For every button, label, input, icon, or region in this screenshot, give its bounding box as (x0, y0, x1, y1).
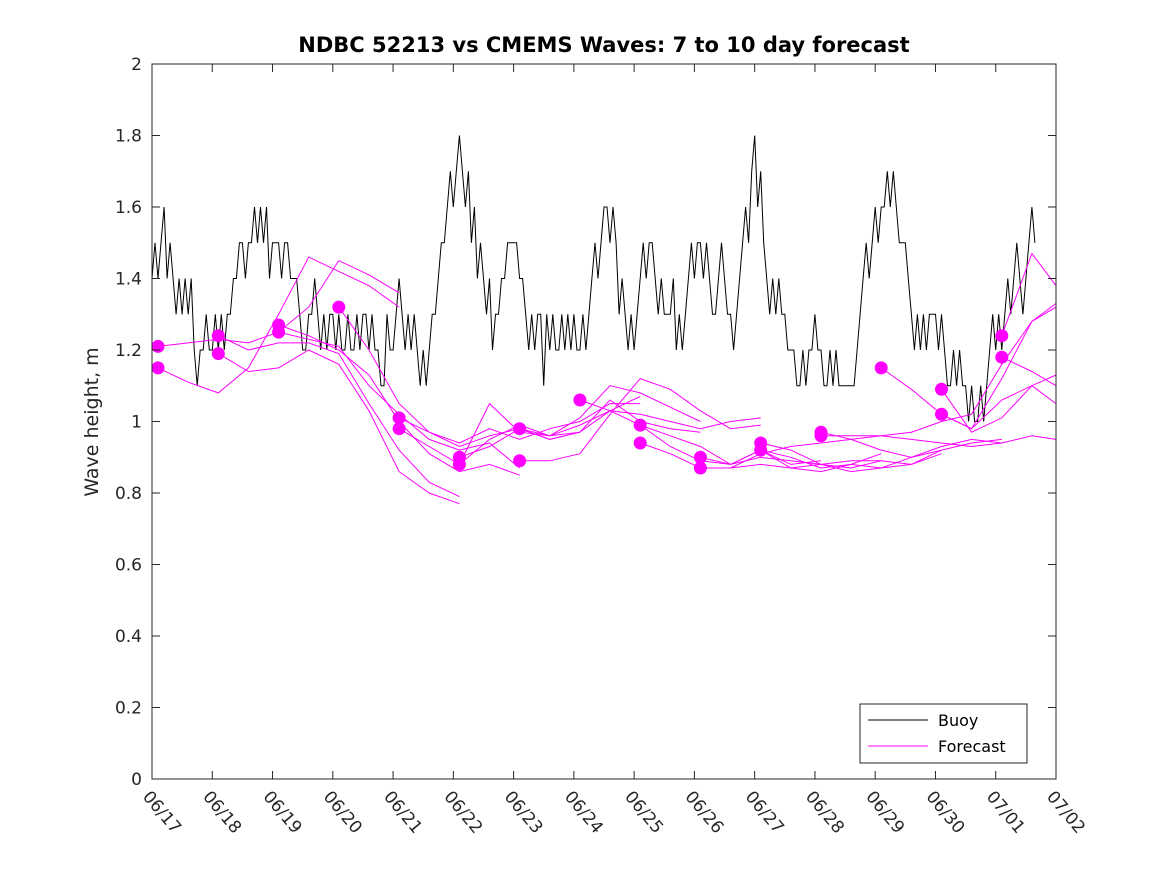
forecast-marker (935, 407, 948, 421)
chart-title: NDBC 52213 vs CMEMS Waves: 7 to 10 day f… (298, 33, 909, 57)
buoy-line (151, 135, 1036, 422)
y-tick-label: 0.8 (115, 484, 142, 504)
forecast-line-1 (157, 256, 400, 394)
y-tick-label: 2 (131, 55, 142, 75)
forecast-marker (151, 339, 165, 353)
forecast-marker (513, 422, 527, 436)
forecast-line-12 (519, 410, 761, 440)
forecast-marker (211, 347, 225, 361)
forecast-line-18 (700, 438, 942, 469)
forecast-marker (874, 361, 888, 375)
forecast-marker (814, 429, 828, 443)
forecast-line-4 (218, 335, 460, 498)
forecast-marker (573, 393, 587, 407)
forecast-marker-group (151, 300, 1009, 475)
forecast-line-13 (519, 378, 761, 462)
forecast-marker (392, 411, 406, 425)
forecast-marker (633, 418, 647, 432)
forecast-marker (693, 450, 707, 464)
forecast-marker (633, 436, 647, 450)
forecast-line-21 (820, 306, 1057, 440)
forecast-marker (452, 457, 466, 471)
forecast-marker (935, 382, 948, 396)
y-tick-label: 1 (131, 413, 142, 433)
forecast-line-25 (941, 303, 1057, 430)
y-tick-label: 1.6 (115, 198, 142, 218)
buoy-series (151, 135, 1036, 422)
forecast-line-26 (1001, 252, 1057, 336)
forecast-marker (392, 422, 406, 436)
y-tick-label: 0.2 (115, 699, 142, 719)
y-axis-ticks: 0 0.2 0.4 0.6 0.8 1 1.2 1.4 1.6 1.8 2 (115, 55, 1056, 790)
legend-buoy-label: Buoy (938, 711, 978, 730)
forecast-marker (754, 443, 768, 457)
forecast-marker (151, 361, 165, 375)
forecast-marker (995, 350, 1009, 364)
forecast-line-8 (398, 403, 641, 444)
forecast-marker (513, 454, 527, 468)
forecast-line-16 (640, 442, 882, 473)
forecast-marker (211, 329, 225, 343)
legend: Buoy Forecast (859, 703, 1028, 764)
y-tick-label: 0.6 (115, 556, 142, 576)
y-tick-label: 0.4 (115, 627, 142, 647)
forecast-marker (272, 325, 286, 339)
forecast-line-22 (821, 435, 1057, 448)
forecast-line-24 (941, 385, 1057, 433)
forecast-line-3 (218, 349, 460, 505)
forecast-marker (995, 329, 1009, 343)
y-axis-label: Wave height, m (81, 347, 103, 496)
y-tick-label: 1.2 (115, 341, 142, 361)
forecast-marker (332, 300, 346, 314)
forecast-marker (693, 461, 707, 475)
y-tick-label: 1.8 (115, 127, 142, 147)
legend-forecast-label: Forecast (938, 737, 1006, 756)
y-tick-label: 1.4 (115, 270, 142, 290)
legend-box (859, 703, 1028, 764)
forecast-line-27 (1001, 356, 1057, 387)
y-tick-label: 0 (131, 770, 142, 790)
forecast-line-10 (459, 385, 701, 458)
